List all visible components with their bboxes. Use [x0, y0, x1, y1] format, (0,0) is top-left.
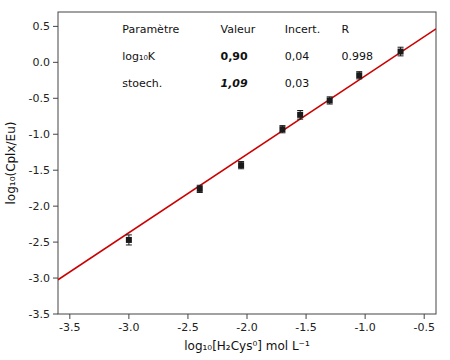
- data-point: [398, 49, 404, 55]
- y-tick: [53, 314, 58, 315]
- data-point: [297, 112, 303, 118]
- y-axis-label: log₁₀(Cplx/Eu): [4, 122, 18, 205]
- error-bar-cap: [279, 125, 285, 126]
- data-point: [238, 162, 244, 168]
- error-bar-cap: [297, 110, 303, 111]
- x-tick-label: -0.5: [413, 321, 434, 334]
- error-bar-cap: [238, 161, 244, 162]
- table-cell: stoech.: [122, 77, 162, 90]
- error-bar-cap: [126, 234, 132, 235]
- error-bar-cap: [279, 132, 285, 133]
- error-bar-cap: [327, 104, 333, 105]
- data-point: [356, 72, 362, 78]
- plot-frame: [58, 12, 436, 314]
- table-cell: 1,09: [221, 77, 248, 90]
- y-tick: [53, 170, 58, 171]
- x-tick: [247, 314, 248, 319]
- data-point: [126, 237, 132, 243]
- error-bar-cap: [398, 55, 404, 56]
- x-tick-label: -3.0: [118, 321, 139, 334]
- error-bar: [126, 235, 132, 245]
- y-tick-label: -2.0: [29, 200, 50, 213]
- x-tick: [306, 314, 307, 319]
- x-tick: [128, 314, 129, 319]
- error-bar: [356, 72, 362, 79]
- y-tick-label: -1.5: [29, 164, 50, 177]
- error-bar: [197, 185, 203, 192]
- x-tick-label: -2.0: [236, 321, 257, 334]
- y-tick-label: 0.5: [33, 20, 51, 33]
- y-tick: [53, 98, 58, 99]
- axes: -3.5 -3.0 -2.5 -2.0 -1.5 -1.0 -0.5 -3.5 -3.0 -2.5…: [29, 20, 435, 334]
- error-bar-cap: [327, 96, 333, 97]
- error-bar-cap: [197, 192, 203, 193]
- x-tick: [69, 314, 70, 319]
- x-tick: [365, 314, 366, 319]
- table-annotation: Paramètre Valeur Incert. Rlog₁₀K 0,90 0,04 0.9…: [122, 23, 373, 90]
- x-tick-label: -2.5: [177, 321, 198, 334]
- error-bar-cap: [297, 119, 303, 120]
- table-cell: 0,03: [285, 77, 310, 90]
- error-bar-cap: [126, 244, 132, 245]
- x-axis-label: log₁₀[H₂Cys⁰] mol L⁻¹: [184, 339, 310, 353]
- x-tick-label: -1.0: [354, 321, 375, 334]
- data-point: [197, 186, 203, 192]
- data-point: [327, 97, 333, 103]
- fit-line: [58, 29, 436, 280]
- y-tick-label: -1.0: [29, 128, 50, 141]
- x-tick-label: -3.5: [59, 321, 80, 334]
- error-bar-cap: [356, 78, 362, 79]
- y-tick: [53, 242, 58, 243]
- x-tick: [424, 314, 425, 319]
- marks: [58, 29, 436, 280]
- y-tick-label: -0.5: [29, 92, 50, 105]
- y-tick: [53, 26, 58, 27]
- table-header-cell: R: [342, 23, 350, 36]
- table-cell: 0,04: [285, 50, 310, 63]
- error-bar-cap: [356, 71, 362, 72]
- table-cell: log₁₀K: [122, 50, 156, 63]
- table-cell: 0.998: [342, 50, 374, 63]
- error-bar: [297, 111, 303, 120]
- error-bar-cap: [398, 47, 404, 48]
- table-header-cell: Valeur: [221, 23, 256, 36]
- y-tick-label: 0.0: [33, 56, 51, 69]
- y-tick: [53, 278, 58, 279]
- x-tick: [187, 314, 188, 319]
- table-header-cell: Paramètre: [122, 23, 179, 36]
- error-bar-cap: [197, 185, 203, 186]
- y-tick: [53, 206, 58, 207]
- x-tick-label: -1.5: [295, 321, 316, 334]
- chart: -3.5 -3.0 -2.5 -2.0 -1.5 -1.0 -0.5 -3.5 -3.0 -2.5…: [0, 0, 450, 360]
- table-cell: 0,90: [221, 50, 248, 63]
- y-tick-label: -3.0: [29, 272, 50, 285]
- y-tick: [53, 62, 58, 63]
- y-tick-label: -2.5: [29, 236, 50, 249]
- error-bar: [238, 162, 244, 169]
- table-header-cell: Incert.: [285, 23, 320, 36]
- error-bar-cap: [238, 168, 244, 169]
- y-tick: [53, 134, 58, 135]
- error-bar: [279, 126, 285, 133]
- data-point: [279, 126, 285, 132]
- error-bar: [398, 47, 404, 56]
- y-tick-label: -3.5: [29, 308, 50, 321]
- error-bar: [327, 97, 333, 104]
